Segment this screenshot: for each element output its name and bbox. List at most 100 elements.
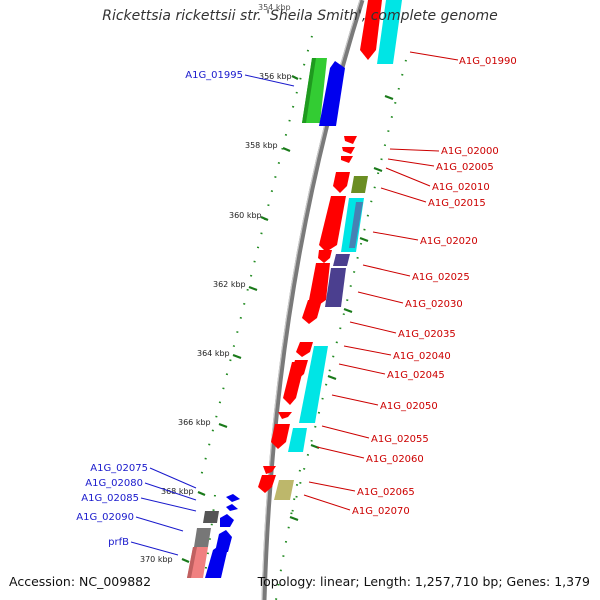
gene-label[interactable]: A1G_02080 (85, 478, 143, 489)
gene-label[interactable]: A1G_02000 (441, 146, 499, 157)
label-leader (140, 497, 197, 512)
cds-reverse-arrow (226, 504, 238, 511)
guide-line-left-inner (204, 494, 216, 576)
gene-label[interactable]: A1G_02085 (81, 493, 139, 504)
gene-label[interactable]: A1G_02005 (436, 162, 494, 173)
label-leader (144, 482, 197, 501)
gene-label[interactable]: A1G_02010 (432, 182, 490, 193)
left-label-leaders (130, 74, 295, 556)
cog-feature-olive (351, 176, 368, 193)
tick-label: 360 kbp (229, 211, 262, 220)
cds-reverse-arrow (220, 514, 234, 527)
tick-mark-right (384, 94, 394, 101)
genome-stats-text: Topology: linear; Length: 1,257,710 bp; … (257, 574, 590, 589)
tick-mark-right (359, 236, 369, 243)
cds-forward-arrow (344, 136, 357, 144)
cds-forward-arrow (341, 156, 353, 163)
tick-mark (248, 285, 258, 292)
tick-label: 362 kbp (213, 280, 246, 289)
label-leader (357, 291, 404, 304)
tick-label: 354 kbp (258, 3, 291, 12)
label-leader (130, 541, 179, 556)
gene-label[interactable]: A1G_02070 (352, 506, 410, 517)
label-leader (343, 345, 392, 356)
gene-label[interactable]: A1G_02060 (366, 454, 424, 465)
rna-feature (377, 0, 402, 64)
label-leader (380, 187, 427, 203)
cds-forward-arrow (296, 342, 313, 357)
gene-label[interactable]: A1G_02050 (380, 401, 438, 412)
label-leader (308, 481, 356, 492)
label-leader (349, 321, 397, 334)
right-label-leaders (303, 51, 459, 511)
tick-mark (218, 422, 228, 429)
tick-label: 368 kbp (161, 487, 194, 496)
tick-mark (260, 215, 269, 222)
left-features (187, 58, 345, 578)
cds-forward-arrow (342, 147, 355, 154)
cds-forward-arrow (333, 172, 350, 193)
cog-feature-green-shade (302, 58, 316, 123)
right-gene-labels: A1G_01990 A1G_02000 A1G_02005 A1G_02010 … (352, 56, 517, 517)
tick-label: 356 kbp (259, 72, 292, 81)
label-leader (338, 363, 386, 375)
gene-label[interactable]: A1G_02030 (405, 299, 463, 310)
label-leader (303, 494, 351, 511)
cds-forward-arrow (318, 250, 332, 263)
cog-feature-pink-shade (187, 547, 197, 578)
tick-label: 366 kbp (178, 418, 211, 427)
tick-label: 358 kbp (245, 141, 278, 150)
gene-label[interactable]: A1G_02025 (412, 272, 470, 283)
cds-forward-arrow (302, 300, 322, 324)
tick-mark (181, 557, 190, 564)
label-leader (387, 158, 435, 167)
gene-label[interactable]: A1G_02055 (371, 434, 429, 445)
gene-label[interactable]: A1G_02090 (76, 512, 134, 523)
cds-reverse-arrow (205, 545, 227, 578)
cog-feature-gray (194, 528, 211, 547)
tick-mark (232, 353, 242, 360)
gene-label[interactable]: A1G_02035 (398, 329, 456, 340)
guide-line-right-lower (275, 469, 301, 600)
tick-mark-right (289, 515, 299, 522)
cds-forward-arrow (271, 424, 290, 449)
gene-label[interactable]: A1G_02045 (387, 370, 445, 381)
guide-line-right (289, 59, 407, 521)
cog-feature-purple (333, 254, 350, 266)
gene-label[interactable]: A1G_01995 (185, 70, 243, 81)
label-leader (389, 148, 440, 152)
label-leader (409, 51, 459, 61)
label-leader (331, 394, 379, 406)
tick-mark-right (373, 166, 383, 173)
gene-label[interactable]: prfB (108, 537, 129, 548)
gene-label[interactable]: A1G_02065 (357, 487, 415, 498)
tick-mark (282, 146, 291, 153)
gene-label[interactable]: A1G_02015 (428, 198, 486, 209)
right-features (258, 0, 402, 500)
tick-mark (291, 75, 299, 80)
cog-feature-khaki (274, 480, 294, 500)
accession-text: Accession: NC_009882 (9, 574, 152, 589)
cds-forward-arrow (360, 0, 382, 60)
left-gene-labels: A1G_01995 A1G_02075 A1G_02080 A1G_02085 … (76, 70, 243, 548)
tick-mark-right (343, 307, 353, 314)
tick-mark (197, 490, 206, 497)
cog-feature-slate (349, 202, 363, 248)
gene-label[interactable]: A1G_01990 (459, 56, 517, 67)
label-leader (385, 167, 431, 187)
cog-feature-gray (203, 511, 219, 523)
cds-forward-arrow (283, 362, 305, 405)
cds-forward-arrow (258, 475, 276, 493)
label-leader (372, 231, 419, 241)
cds-reverse-arrow (319, 61, 345, 126)
gene-label[interactable]: A1G_02020 (420, 236, 478, 247)
guide-line-left-outer (199, 35, 313, 481)
label-leader (362, 264, 411, 277)
cog-feature-purple (325, 268, 346, 307)
cds-reverse-arrow (226, 494, 240, 502)
gene-label[interactable]: A1G_02040 (393, 351, 451, 362)
gene-label[interactable]: A1G_02075 (90, 463, 148, 474)
tick-mark-right (327, 374, 337, 381)
